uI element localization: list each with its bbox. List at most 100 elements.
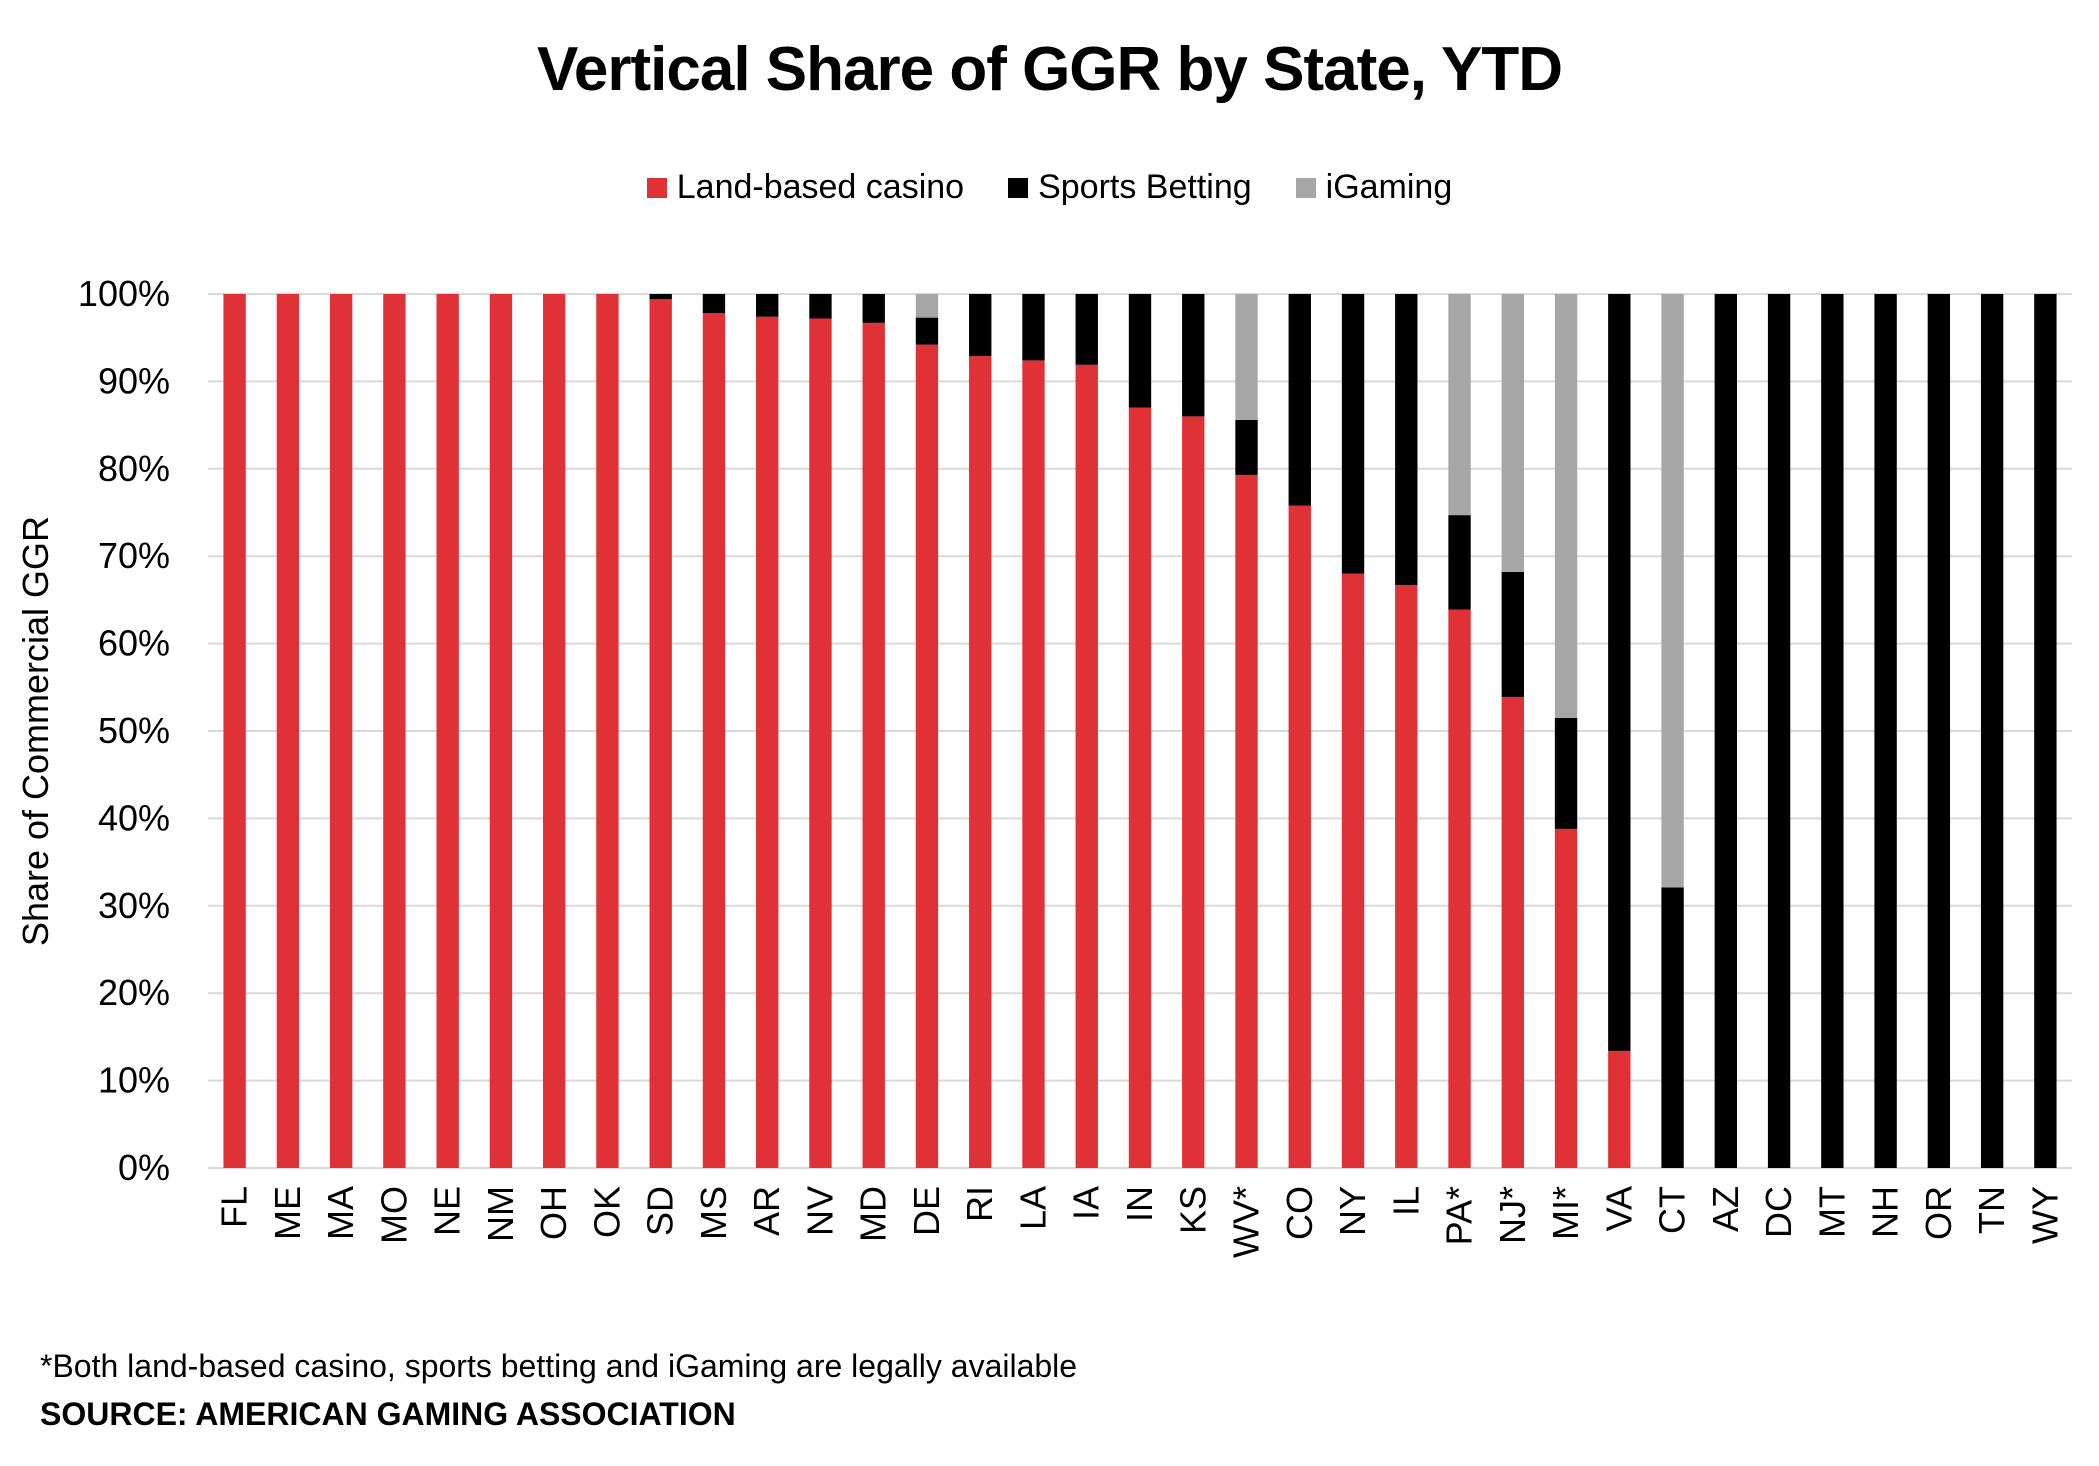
bar-land-based-casino-la bbox=[1022, 360, 1045, 1168]
legend-item: Land-based casino bbox=[646, 168, 964, 207]
bar-land-based-casino-ms bbox=[702, 313, 726, 1168]
bar-sports-betting-ks bbox=[1182, 294, 1205, 417]
bar-igaming-ct bbox=[1661, 294, 1684, 888]
legend-swatch bbox=[1295, 177, 1316, 198]
bar-land-based-casino-ny bbox=[1341, 573, 1365, 1168]
bar-igaming-pa bbox=[1448, 294, 1471, 516]
legend-item: iGaming bbox=[1295, 168, 1453, 207]
x-tick-label: WV* bbox=[1226, 1186, 1267, 1258]
x-tick-label: AR bbox=[746, 1186, 787, 1236]
x-tick-label: SD bbox=[640, 1186, 681, 1236]
bar-sports-betting-nj bbox=[1501, 571, 1524, 697]
y-tick-label: 10% bbox=[98, 1060, 170, 1101]
bar-land-based-casino-ok bbox=[596, 294, 619, 1168]
bar-sports-betting-pa bbox=[1448, 515, 1471, 610]
bar-land-based-casino-mi bbox=[1554, 828, 1578, 1168]
y-tick-label: 0% bbox=[118, 1147, 170, 1188]
x-tick-label: DE bbox=[906, 1186, 947, 1236]
y-tick-label: 50% bbox=[98, 710, 170, 751]
x-tick-label: OH bbox=[533, 1186, 574, 1240]
bar-sports-betting-ri bbox=[969, 294, 992, 357]
bar-land-based-casino-in bbox=[1128, 407, 1152, 1168]
bar-land-based-casino-oh bbox=[542, 294, 566, 1168]
x-tick-label: ME bbox=[267, 1186, 308, 1240]
x-tick-label: CT bbox=[1652, 1186, 1693, 1234]
legend-label: Sports Betting bbox=[1038, 168, 1252, 206]
y-tick-label: 60% bbox=[98, 623, 170, 664]
bar-igaming-mi bbox=[1554, 294, 1578, 718]
legend-label: iGaming bbox=[1325, 168, 1453, 206]
bar-sports-betting-mt bbox=[1821, 294, 1844, 1168]
bar-sports-betting-wv bbox=[1235, 419, 1258, 475]
bar-sports-betting-dc bbox=[1767, 294, 1791, 1168]
x-tick-label: NM bbox=[480, 1186, 521, 1242]
x-tick-label: IL bbox=[1385, 1186, 1426, 1216]
bar-land-based-casino-md bbox=[862, 322, 885, 1168]
bar-land-based-casino-co bbox=[1288, 505, 1311, 1168]
x-tick-label: MA bbox=[320, 1186, 361, 1240]
bar-sports-betting-nh bbox=[1874, 294, 1897, 1168]
x-tick-label: NY bbox=[1332, 1186, 1373, 1236]
x-tick-label: MI* bbox=[1545, 1186, 1586, 1240]
bar-sports-betting-sd bbox=[649, 294, 672, 300]
bar-igaming-wv bbox=[1235, 294, 1258, 420]
x-tick-label: OK bbox=[586, 1186, 627, 1238]
bar-land-based-casino-ar bbox=[756, 316, 779, 1168]
x-tick-label: MO bbox=[373, 1186, 414, 1244]
y-tick-label: 100% bbox=[78, 273, 170, 314]
x-tick-label: PA* bbox=[1439, 1186, 1480, 1245]
stacked-bar-chart: 0%10%20%30%40%50%60%70%80%90%100%FL ME MA M… bbox=[15, 273, 2072, 1258]
bar-sports-betting-ct bbox=[1661, 887, 1684, 1168]
x-tick-label: KS bbox=[1172, 1186, 1213, 1234]
bar-land-based-casino-ma bbox=[329, 294, 353, 1168]
bar-land-based-casino-nm bbox=[489, 294, 513, 1168]
x-tick-label: CO bbox=[1279, 1186, 1320, 1240]
legend-item: Sports Betting bbox=[1008, 168, 1252, 207]
bar-igaming-nj bbox=[1501, 294, 1524, 572]
footnote: *Both land-based casino, sports betting … bbox=[40, 1348, 1078, 1384]
x-tick-label: NE bbox=[427, 1186, 468, 1236]
bar-land-based-casino-sd bbox=[649, 299, 672, 1168]
bar-land-based-casino-ks bbox=[1182, 416, 1205, 1168]
legend-swatch bbox=[646, 177, 667, 198]
x-tick-label: LA bbox=[1012, 1186, 1053, 1230]
bar-land-based-casino-fl bbox=[223, 294, 246, 1168]
bar-land-based-casino-me bbox=[276, 294, 300, 1168]
bar-sports-betting-la bbox=[1022, 294, 1045, 361]
bar-sports-betting-ny bbox=[1341, 294, 1365, 574]
bar-land-based-casino-il bbox=[1395, 585, 1418, 1168]
bar-land-based-casino-ri bbox=[969, 356, 992, 1169]
bar-land-based-casino-de bbox=[915, 344, 939, 1168]
bar-sports-betting-ms bbox=[702, 294, 726, 314]
bar-land-based-casino-nv bbox=[809, 318, 832, 1168]
bar-land-based-casino-mo bbox=[383, 294, 406, 1168]
bar-sports-betting-az bbox=[1714, 294, 1738, 1168]
bar-sports-betting-va bbox=[1608, 294, 1631, 1051]
legend-swatch bbox=[1008, 177, 1029, 198]
x-tick-label: RI bbox=[959, 1186, 1000, 1222]
bar-sports-betting-ia bbox=[1075, 294, 1098, 365]
x-tick-label: NV bbox=[799, 1186, 840, 1236]
bar-sports-betting-or bbox=[1927, 294, 1951, 1168]
x-tick-label: DC bbox=[1758, 1186, 1799, 1238]
y-tick-label: 20% bbox=[98, 972, 170, 1013]
y-tick-label: 30% bbox=[98, 885, 170, 926]
bar-land-based-casino-nj bbox=[1501, 696, 1524, 1168]
y-tick-label: 70% bbox=[98, 535, 170, 576]
y-tick-label: 80% bbox=[98, 448, 170, 489]
x-tick-label: WY bbox=[2024, 1186, 2065, 1244]
x-tick-label: IA bbox=[1066, 1186, 1107, 1220]
x-tick-label: AZ bbox=[1705, 1186, 1746, 1232]
bar-sports-betting-il bbox=[1395, 294, 1418, 586]
y-axis-title: Share of Commercial GGR bbox=[15, 516, 56, 946]
x-tick-label: IN bbox=[1119, 1186, 1160, 1222]
x-tick-label: MS bbox=[693, 1186, 734, 1240]
x-tick-label: NJ* bbox=[1492, 1186, 1533, 1244]
x-tick-label: NH bbox=[1865, 1186, 1906, 1238]
bar-land-based-casino-va bbox=[1608, 1050, 1631, 1168]
x-tick-label: MD bbox=[853, 1186, 894, 1242]
x-tick-label: MT bbox=[1811, 1186, 1852, 1238]
x-tick-label: TN bbox=[1971, 1186, 2012, 1234]
source-note: SOURCE: AMERICAN GAMING ASSOCIATION bbox=[40, 1396, 736, 1432]
bar-sports-betting-md bbox=[862, 294, 885, 323]
